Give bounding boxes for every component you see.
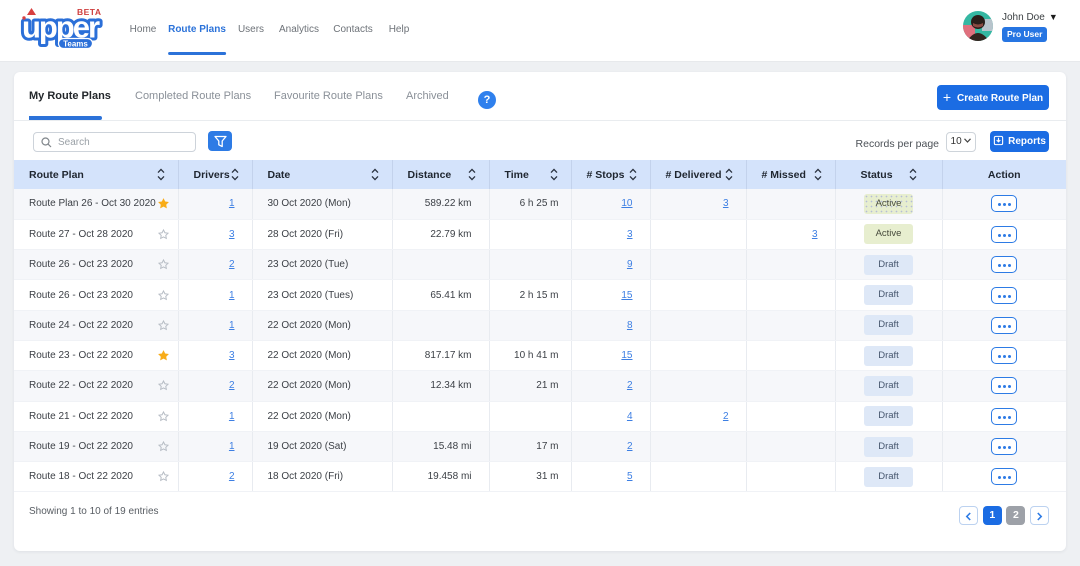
svg-text:BETA: BETA [77,7,102,17]
svg-text:Teams: Teams [63,40,88,49]
